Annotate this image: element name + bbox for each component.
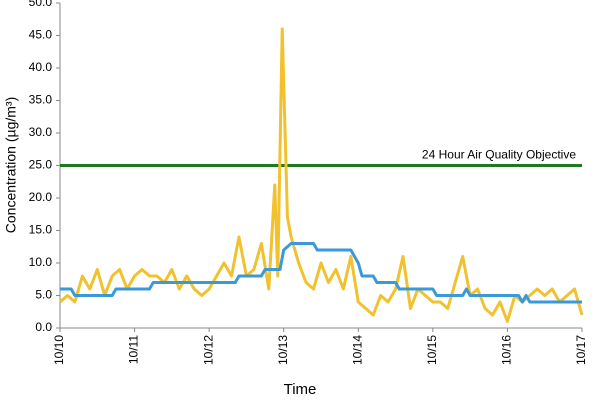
series-line [60,242,582,304]
x-axis-label: Time [284,381,317,398]
objective-label: 24 Hour Air Quality Objective [422,148,576,162]
y-tick-label: 0.0 [35,320,52,334]
x-tick-label: 10/16 [500,335,514,365]
y-tick-label: 50.0 [29,0,53,9]
y-tick-label: 10.0 [29,255,53,269]
y-tick-label: 45.0 [29,28,53,42]
y-tick-label: 15.0 [29,223,53,237]
x-tick-label: 10/12 [201,335,215,365]
x-tick-label: 10/17 [574,335,588,365]
y-tick-label: 5.0 [35,288,52,302]
y-axis-label: Concentration (µg/m³) [3,97,19,233]
y-tick-label: 25.0 [29,158,53,172]
x-tick-label: 10/13 [276,335,290,365]
x-tick-label: 10/10 [52,335,66,365]
y-tick-label: 40.0 [29,60,53,74]
series-line [59,27,584,323]
x-tick-label: 10/15 [425,335,439,365]
y-tick-label: 20.0 [29,190,53,204]
x-tick-label: 10/11 [127,335,141,364]
x-tick-label: 10/14 [350,335,364,365]
y-tick-label: 35.0 [29,93,53,107]
y-tick-label: 30.0 [29,125,53,139]
